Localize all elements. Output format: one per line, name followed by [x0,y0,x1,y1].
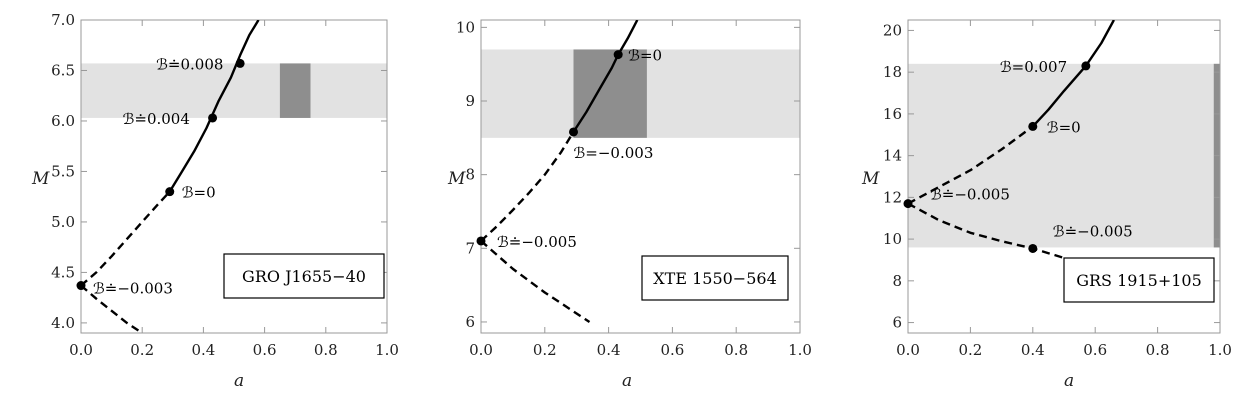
point-label: ℬ=−0.003 [574,144,654,162]
series-line-2 [481,131,575,242]
x-tick-label: 1.0 [788,341,812,359]
series-line-3 [81,284,143,333]
data-point [165,187,175,197]
point-label: ℬ≐−0.005 [1053,222,1133,240]
data-point [1028,243,1038,253]
label-box [641,255,789,301]
label-box [1063,257,1215,303]
data-point [208,113,218,123]
y-tick-label: 14 [883,147,902,165]
x-tick-label: 1.0 [375,341,399,359]
plot-group: 0.0 0.2 0.4 0.6 0.8 1.0 6 8 10 12 14 16 18 20 ℬ=0.007 ℬ… [883,19,1232,359]
y-axis-label: M [447,169,466,189]
label-box-text: XTE 1550−564 [653,269,777,288]
data-point [1081,61,1091,71]
data-point [76,281,86,291]
point-label: ℬ≐−0.005 [930,186,1010,204]
label-box-text: GRO J1655−40 [242,267,366,286]
plot-group: 0.0 0.2 0.4 0.6 0.8 1.0 4.0 4.5 5.0 5.5 6.0 6.5 7.0 ℬ… [51,11,399,359]
series-line-1 [168,20,260,193]
y-tick-label: 6.5 [51,61,75,79]
x-tick-label: 0.6 [253,341,277,359]
x-axis-label: a [234,371,244,391]
plot-frame [480,19,801,334]
y-tick-label: 8 [465,166,475,184]
x-tick-label: 0.0 [469,341,493,359]
plot-group: 0.0 0.2 0.4 0.6 0.8 1.0 6 7 8 9 10 ℬ=0 ℬ=−0.003 ℬ≐−0.… [456,18,812,359]
y-tick-label: 9 [465,92,475,110]
chart-panel-1: 0.0 0.2 0.4 0.6 0.8 1.0 4.0 4.5 5.0 5.5 6.0 6.5 7.0 ℬ… [31,11,399,391]
x-tick-label: 0.6 [660,341,684,359]
y-tick-label: 20 [883,21,902,39]
x-tick-label: 0.8 [724,341,748,359]
x-tick-label: 1.0 [1208,341,1232,359]
x-tick-label: 0.4 [191,341,215,359]
point-label: ℬ=0 [182,184,216,202]
x-tick-label: 0.6 [1083,341,1107,359]
data-point [1028,121,1038,131]
data-point [235,58,245,68]
series-line-1 [1031,20,1115,128]
point-label: ℬ≐0.008 [156,55,223,73]
plot-frame [80,19,388,334]
series-line-3 [481,239,591,324]
y-tick-label: 7 [465,239,475,257]
y-tick-label: 7.0 [51,11,75,29]
y-tick-label: 6.0 [51,112,75,130]
x-axis-label: a [622,371,632,391]
chart-panel-2: 0.0 0.2 0.4 0.6 0.8 1.0 6 7 8 9 10 ℬ=0 ℬ=−0.003 ℬ≐−0.… [447,18,812,391]
data-point [476,236,486,246]
x-tick-label: 0.4 [597,341,621,359]
data-point [903,199,913,209]
y-tick-label: 18 [883,63,902,81]
x-tick-label: 0.8 [1146,341,1170,359]
x-tick-label: 0.0 [69,341,93,359]
x-tick-label: 0.0 [896,341,920,359]
y-tick-label: 10 [456,18,475,36]
y-tick-label: 8 [892,272,902,290]
mass-band [908,63,1220,248]
y-tick-label: 5.0 [51,213,75,231]
spin-band [573,49,647,138]
series-line-1 [572,20,639,133]
data-point [569,127,579,137]
x-tick-label: 0.4 [1021,341,1045,359]
x-tick-label: 0.2 [533,341,557,359]
x-tick-label: 0.2 [958,341,982,359]
series-line-3 [908,202,1065,260]
point-label: ℬ=0 [628,47,662,65]
series-line-2 [908,125,1034,205]
y-tick-label: 6 [465,313,475,331]
series-group [481,20,639,324]
point-label: ℬ=0 [1047,118,1081,136]
spin-band [279,63,311,118]
y-tick-label: 10 [883,230,902,248]
label-box [223,253,385,299]
y-axis-label: M [861,169,880,189]
x-tick-label: 0.2 [130,341,154,359]
y-tick-label: 5.5 [51,162,75,180]
y-tick-label: 4.5 [51,263,75,281]
x-tick-label: 0.8 [314,341,338,359]
point-label: ℬ=0.007 [1000,58,1067,76]
y-axis-label: M [31,169,50,189]
series-line-2 [81,190,171,287]
series-group [908,20,1115,260]
chart-panel-3: 0.0 0.2 0.4 0.6 0.8 1.0 6 8 10 12 14 16 18 20 ℬ=0.007 ℬ… [861,19,1232,391]
y-tick-label: 16 [883,105,902,123]
y-tick-label: 12 [883,188,902,206]
data-point [613,50,623,60]
point-label: ℬ≐−0.005 [497,233,577,251]
plot-frame [907,19,1221,334]
y-tick-label: 4.0 [51,314,75,332]
series-group [81,20,260,333]
x-axis-label: a [1064,371,1074,391]
point-label: ℬ≐0.004 [123,110,190,128]
label-box-text: GRS 1915+105 [1076,271,1202,290]
point-label: ℬ≐−0.003 [93,280,173,298]
y-tick-label: 6 [892,314,902,332]
